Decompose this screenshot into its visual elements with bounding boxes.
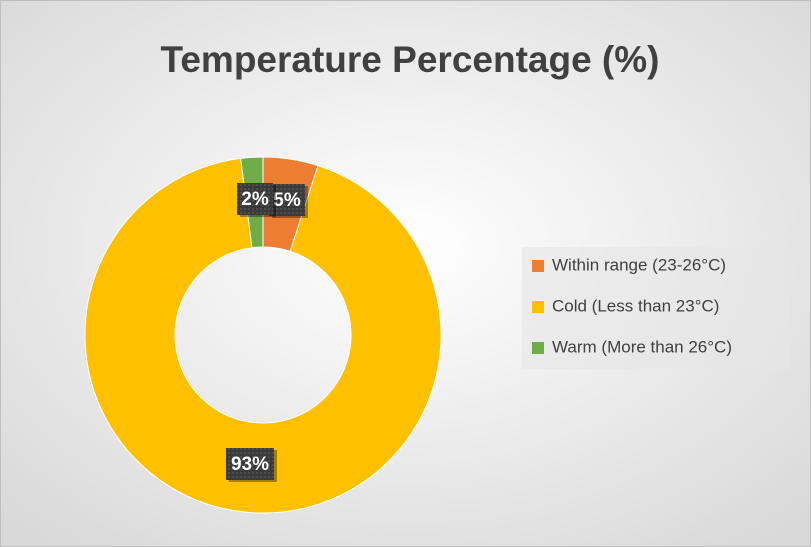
legend-label: Cold (Less than 23°C) — [552, 296, 719, 315]
donut-slice — [84, 157, 442, 514]
legend-swatch — [532, 260, 544, 272]
data-label-box — [237, 183, 273, 215]
legend-label: Within range (23-26°C) — [552, 255, 726, 274]
data-label: 5% — [273, 190, 301, 211]
data-label: 2% — [241, 189, 269, 210]
data-label-box — [226, 448, 274, 480]
data-label-box — [269, 184, 305, 216]
legend-label: Warm (More than 26°C) — [552, 337, 732, 356]
legend-swatch — [532, 342, 544, 354]
data-label: 93% — [231, 454, 269, 475]
legend-box — [522, 247, 790, 369]
chart-title: Temperature Percentage (%) — [161, 39, 660, 80]
legend-swatch — [532, 301, 544, 313]
